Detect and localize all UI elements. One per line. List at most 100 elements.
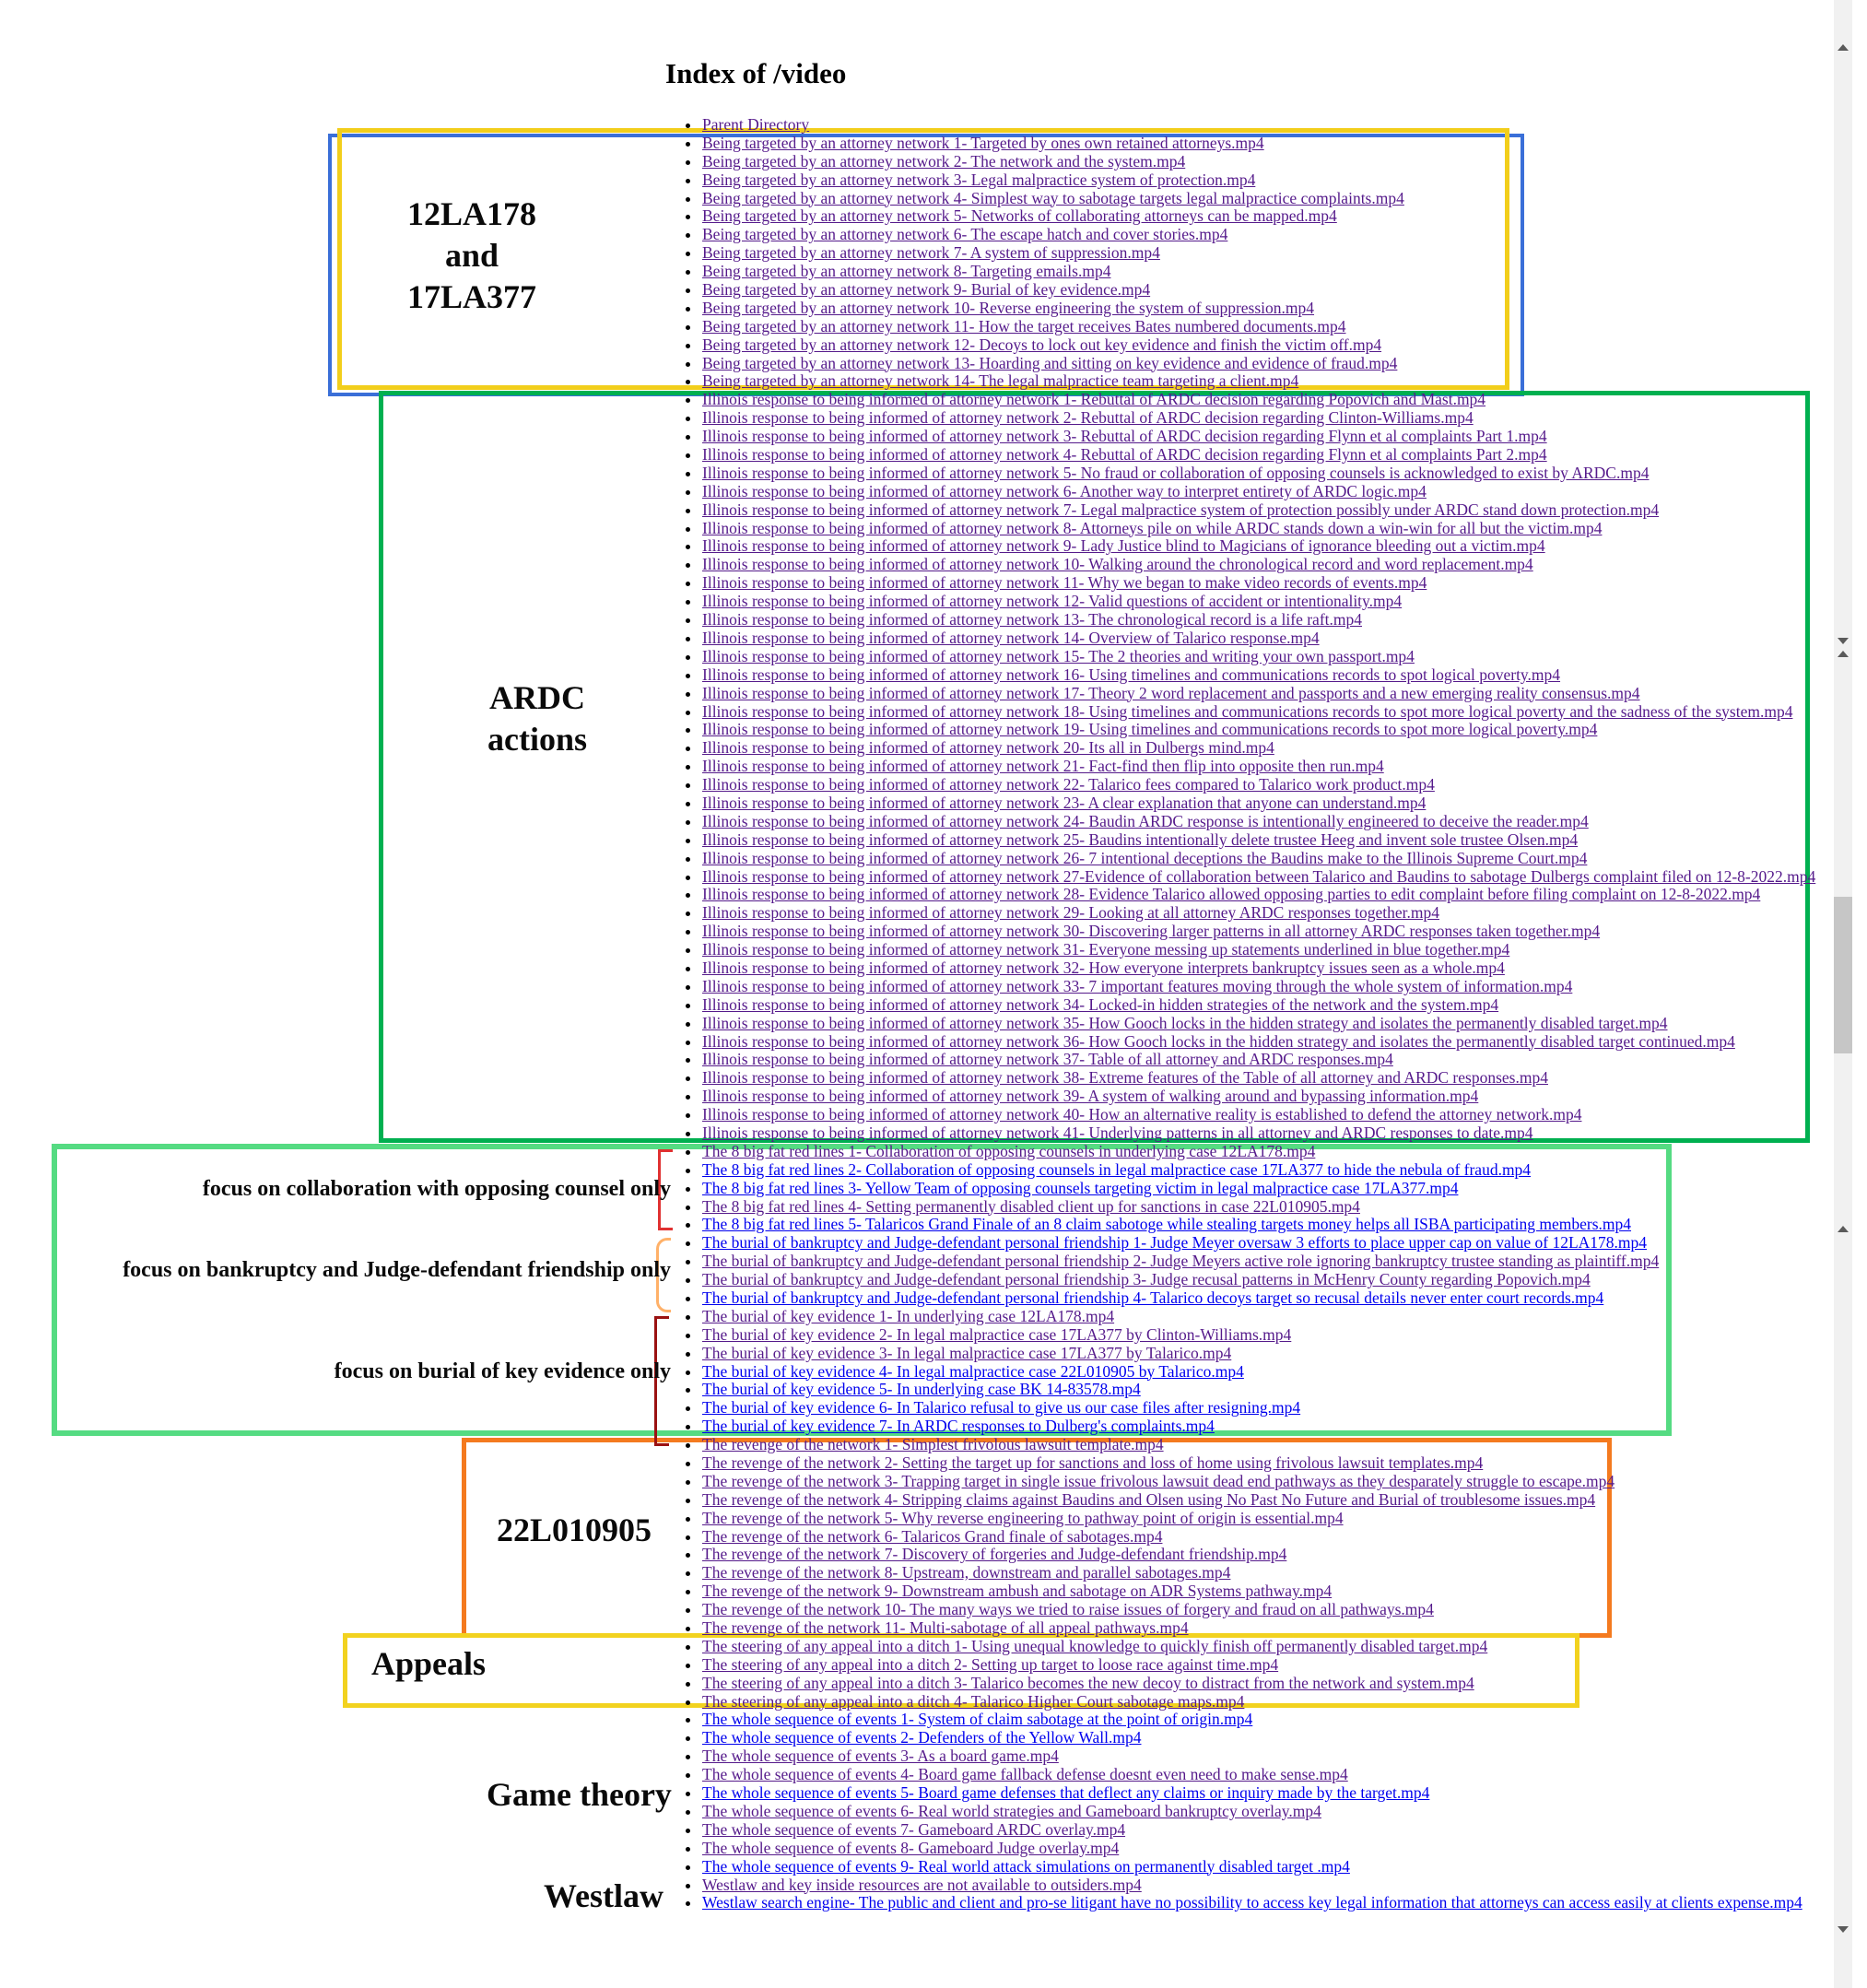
video-file-link[interactable]: The whole sequence of events 1- System o…: [702, 1710, 1253, 1729]
video-file-link[interactable]: The burial of bankruptcy and Judge-defen…: [702, 1233, 1648, 1253]
scrollbar-up-arrow-icon[interactable]: [1838, 651, 1849, 657]
video-file-link[interactable]: Illinois response to being informed of a…: [702, 646, 1415, 665]
video-file-link[interactable]: Illinois response to being informed of a…: [702, 738, 1274, 758]
video-file-link[interactable]: Illinois response to being informed of a…: [702, 445, 1547, 465]
video-file-link[interactable]: The steering of any appeal into a ditch …: [702, 1654, 1279, 1674]
video-file-link[interactable]: Illinois response to being informed of a…: [702, 1068, 1548, 1088]
video-file-link[interactable]: Illinois response to being informed of a…: [702, 701, 1793, 721]
video-file-link[interactable]: The revenge of the network 4- Stripping …: [702, 1489, 1596, 1509]
video-file-link[interactable]: The 8 big fat red lines 5- Talaricos Gra…: [702, 1215, 1632, 1234]
video-file-link[interactable]: The burial of key evidence 7- In ARDC re…: [702, 1417, 1215, 1436]
video-file-link[interactable]: Illinois response to being informed of a…: [702, 793, 1427, 812]
scrollbar-thumb[interactable]: [1834, 897, 1852, 1053]
video-file-link[interactable]: The revenge of the network 7- Discovery …: [702, 1545, 1287, 1564]
video-file-link[interactable]: The 8 big fat red lines 2- Collaboration…: [702, 1159, 1532, 1179]
scrollbar-down-arrow-icon[interactable]: [1838, 1926, 1849, 1933]
video-file-link[interactable]: Illinois response to being informed of a…: [702, 866, 1816, 886]
video-file-link[interactable]: The revenge of the network 1- Simplest f…: [702, 1435, 1164, 1454]
video-file-link[interactable]: The burial of key evidence 3- In legal m…: [702, 1343, 1232, 1362]
video-file-link[interactable]: Illinois response to being informed of a…: [702, 885, 1761, 904]
video-file-link[interactable]: Illinois response to being informed of a…: [702, 408, 1474, 428]
video-file-link[interactable]: Illinois response to being informed of a…: [702, 1013, 1668, 1032]
video-file-link[interactable]: Illinois response to being informed of a…: [702, 903, 1439, 923]
video-file-link[interactable]: The burial of key evidence 4- In legal m…: [702, 1361, 1244, 1381]
video-file-link[interactable]: The revenge of the network 9- Downstream…: [702, 1582, 1333, 1601]
video-file-link[interactable]: Illinois response to being informed of a…: [702, 628, 1320, 647]
video-file-link[interactable]: Being targeted by an attorney network 4-…: [702, 188, 1404, 207]
video-file-link[interactable]: The revenge of the network 3- Trapping t…: [702, 1471, 1615, 1490]
video-file-link[interactable]: The burial of key evidence 1- In underly…: [702, 1306, 1115, 1325]
video-file-link[interactable]: The steering of any appeal into a ditch …: [702, 1636, 1488, 1655]
video-file-link[interactable]: The whole sequence of events 6- Real wor…: [702, 1801, 1321, 1820]
video-file-link[interactable]: Illinois response to being informed of a…: [702, 994, 1499, 1014]
video-file-link[interactable]: The revenge of the network 6- Talaricos …: [702, 1526, 1163, 1546]
video-file-link[interactable]: Illinois response to being informed of a…: [702, 573, 1427, 593]
video-file-link[interactable]: The revenge of the network 5- Why revers…: [702, 1508, 1344, 1527]
video-file-link[interactable]: Illinois response to being informed of a…: [702, 829, 1579, 849]
video-file-link[interactable]: Illinois response to being informed of a…: [702, 1050, 1393, 1069]
video-file-link[interactable]: The steering of any appeal into a ditch …: [702, 1691, 1245, 1711]
video-file-link[interactable]: Illinois response to being informed of a…: [702, 481, 1427, 500]
scrollbar-down-arrow-icon[interactable]: [1838, 638, 1849, 644]
parent-directory-link[interactable]: Parent Directory: [702, 115, 810, 134]
video-file-link[interactable]: Illinois response to being informed of a…: [702, 610, 1362, 629]
video-file-link[interactable]: Illinois response to being informed of a…: [702, 427, 1547, 446]
video-file-link[interactable]: Illinois response to being informed of a…: [702, 958, 1505, 977]
video-file-link[interactable]: Illinois response to being informed of a…: [702, 940, 1510, 959]
video-file-link[interactable]: Illinois response to being informed of a…: [702, 720, 1598, 739]
scrollbar-up-arrow-icon[interactable]: [1838, 1226, 1849, 1232]
video-file-link[interactable]: Illinois response to being informed of a…: [702, 1105, 1582, 1124]
video-file-link[interactable]: Being targeted by an attorney network 9-…: [702, 280, 1151, 300]
video-file-link[interactable]: Illinois response to being informed of a…: [702, 775, 1435, 794]
video-file-link[interactable]: The revenge of the network 10- The many …: [702, 1600, 1434, 1619]
video-file-link[interactable]: Illinois response to being informed of a…: [702, 757, 1384, 776]
video-file-link[interactable]: Illinois response to being informed of a…: [702, 1123, 1533, 1142]
video-file-link[interactable]: Illinois response to being informed of a…: [702, 536, 1545, 556]
video-file-link[interactable]: The burial of bankruptcy and Judge-defen…: [702, 1288, 1604, 1307]
video-file-link[interactable]: The whole sequence of events 5- Board ga…: [702, 1783, 1430, 1803]
video-file-link[interactable]: Illinois response to being informed of a…: [702, 592, 1403, 611]
video-file-link[interactable]: The 8 big fat red lines 3- Yellow Team o…: [702, 1178, 1459, 1197]
video-file-link[interactable]: The revenge of the network 11- Multi-sab…: [702, 1618, 1189, 1638]
video-file-link[interactable]: The burial of key evidence 5- In underly…: [702, 1380, 1141, 1399]
video-file-link[interactable]: Illinois response to being informed of a…: [702, 922, 1601, 941]
video-file-link[interactable]: Westlaw search engine- The public and cl…: [702, 1893, 1802, 1912]
video-file-link[interactable]: The burial of bankruptcy and Judge-defen…: [702, 1270, 1591, 1289]
video-file-link[interactable]: The burial of bankruptcy and Judge-defen…: [702, 1252, 1660, 1271]
video-file-link[interactable]: Being targeted by an attorney network 5-…: [702, 206, 1337, 226]
video-file-link[interactable]: Being targeted by an attorney network 2-…: [702, 151, 1186, 171]
video-file-link[interactable]: Being targeted by an attorney network 7-…: [702, 243, 1160, 263]
video-file-link[interactable]: The whole sequence of events 7- Gameboar…: [702, 1819, 1126, 1839]
video-file-link[interactable]: Being targeted by an attorney network 13…: [702, 353, 1398, 372]
video-file-link[interactable]: Illinois response to being informed of a…: [702, 555, 1533, 574]
video-file-link[interactable]: The 8 big fat red lines 1- Collaboration…: [702, 1141, 1316, 1160]
video-file-link[interactable]: The steering of any appeal into a ditch …: [702, 1673, 1474, 1692]
video-file-link[interactable]: Being targeted by an attorney network 10…: [702, 298, 1315, 317]
video-file-link[interactable]: Westlaw and key inside resources are not…: [702, 1875, 1142, 1894]
video-file-link[interactable]: Illinois response to being informed of a…: [702, 500, 1660, 519]
scrollbar-up-arrow-icon[interactable]: [1838, 44, 1849, 51]
video-file-link[interactable]: Illinois response to being informed of a…: [702, 1087, 1479, 1106]
video-file-link[interactable]: The revenge of the network 2- Setting th…: [702, 1453, 1484, 1473]
video-file-link[interactable]: Illinois response to being informed of a…: [702, 390, 1486, 409]
video-file-link[interactable]: Illinois response to being informed of a…: [702, 683, 1640, 702]
video-file-link[interactable]: Being targeted by an attorney network 14…: [702, 371, 1299, 391]
video-file-link[interactable]: Being targeted by an attorney network 8-…: [702, 262, 1111, 281]
video-file-link[interactable]: Being targeted by an attorney network 6-…: [702, 225, 1228, 244]
video-file-link[interactable]: The whole sequence of events 9- Real wor…: [702, 1856, 1350, 1876]
video-file-link[interactable]: Illinois response to being informed of a…: [702, 1031, 1735, 1051]
video-file-link[interactable]: The 8 big fat red lines 4- Setting perma…: [702, 1196, 1360, 1216]
video-file-link[interactable]: Being targeted by an attorney network 1-…: [702, 133, 1264, 152]
video-file-link[interactable]: The revenge of the network 8- Upstream, …: [702, 1563, 1231, 1582]
video-file-link[interactable]: The whole sequence of events 8- Gameboar…: [702, 1838, 1120, 1857]
video-file-link[interactable]: The burial of key evidence 6- In Talaric…: [702, 1398, 1301, 1417]
video-file-link[interactable]: Being targeted by an attorney network 11…: [702, 316, 1346, 335]
video-file-link[interactable]: Illinois response to being informed of a…: [702, 848, 1588, 867]
video-file-link[interactable]: The whole sequence of events 4- Board ga…: [702, 1765, 1348, 1784]
video-file-link[interactable]: Illinois response to being informed of a…: [702, 811, 1589, 830]
video-file-link[interactable]: Illinois response to being informed of a…: [702, 463, 1650, 482]
video-file-link[interactable]: Being targeted by an attorney network 12…: [702, 335, 1382, 354]
video-file-link[interactable]: Illinois response to being informed of a…: [702, 976, 1573, 995]
video-file-link[interactable]: Illinois response to being informed of a…: [702, 518, 1603, 537]
video-file-link[interactable]: The whole sequence of events 2- Defender…: [702, 1728, 1142, 1747]
